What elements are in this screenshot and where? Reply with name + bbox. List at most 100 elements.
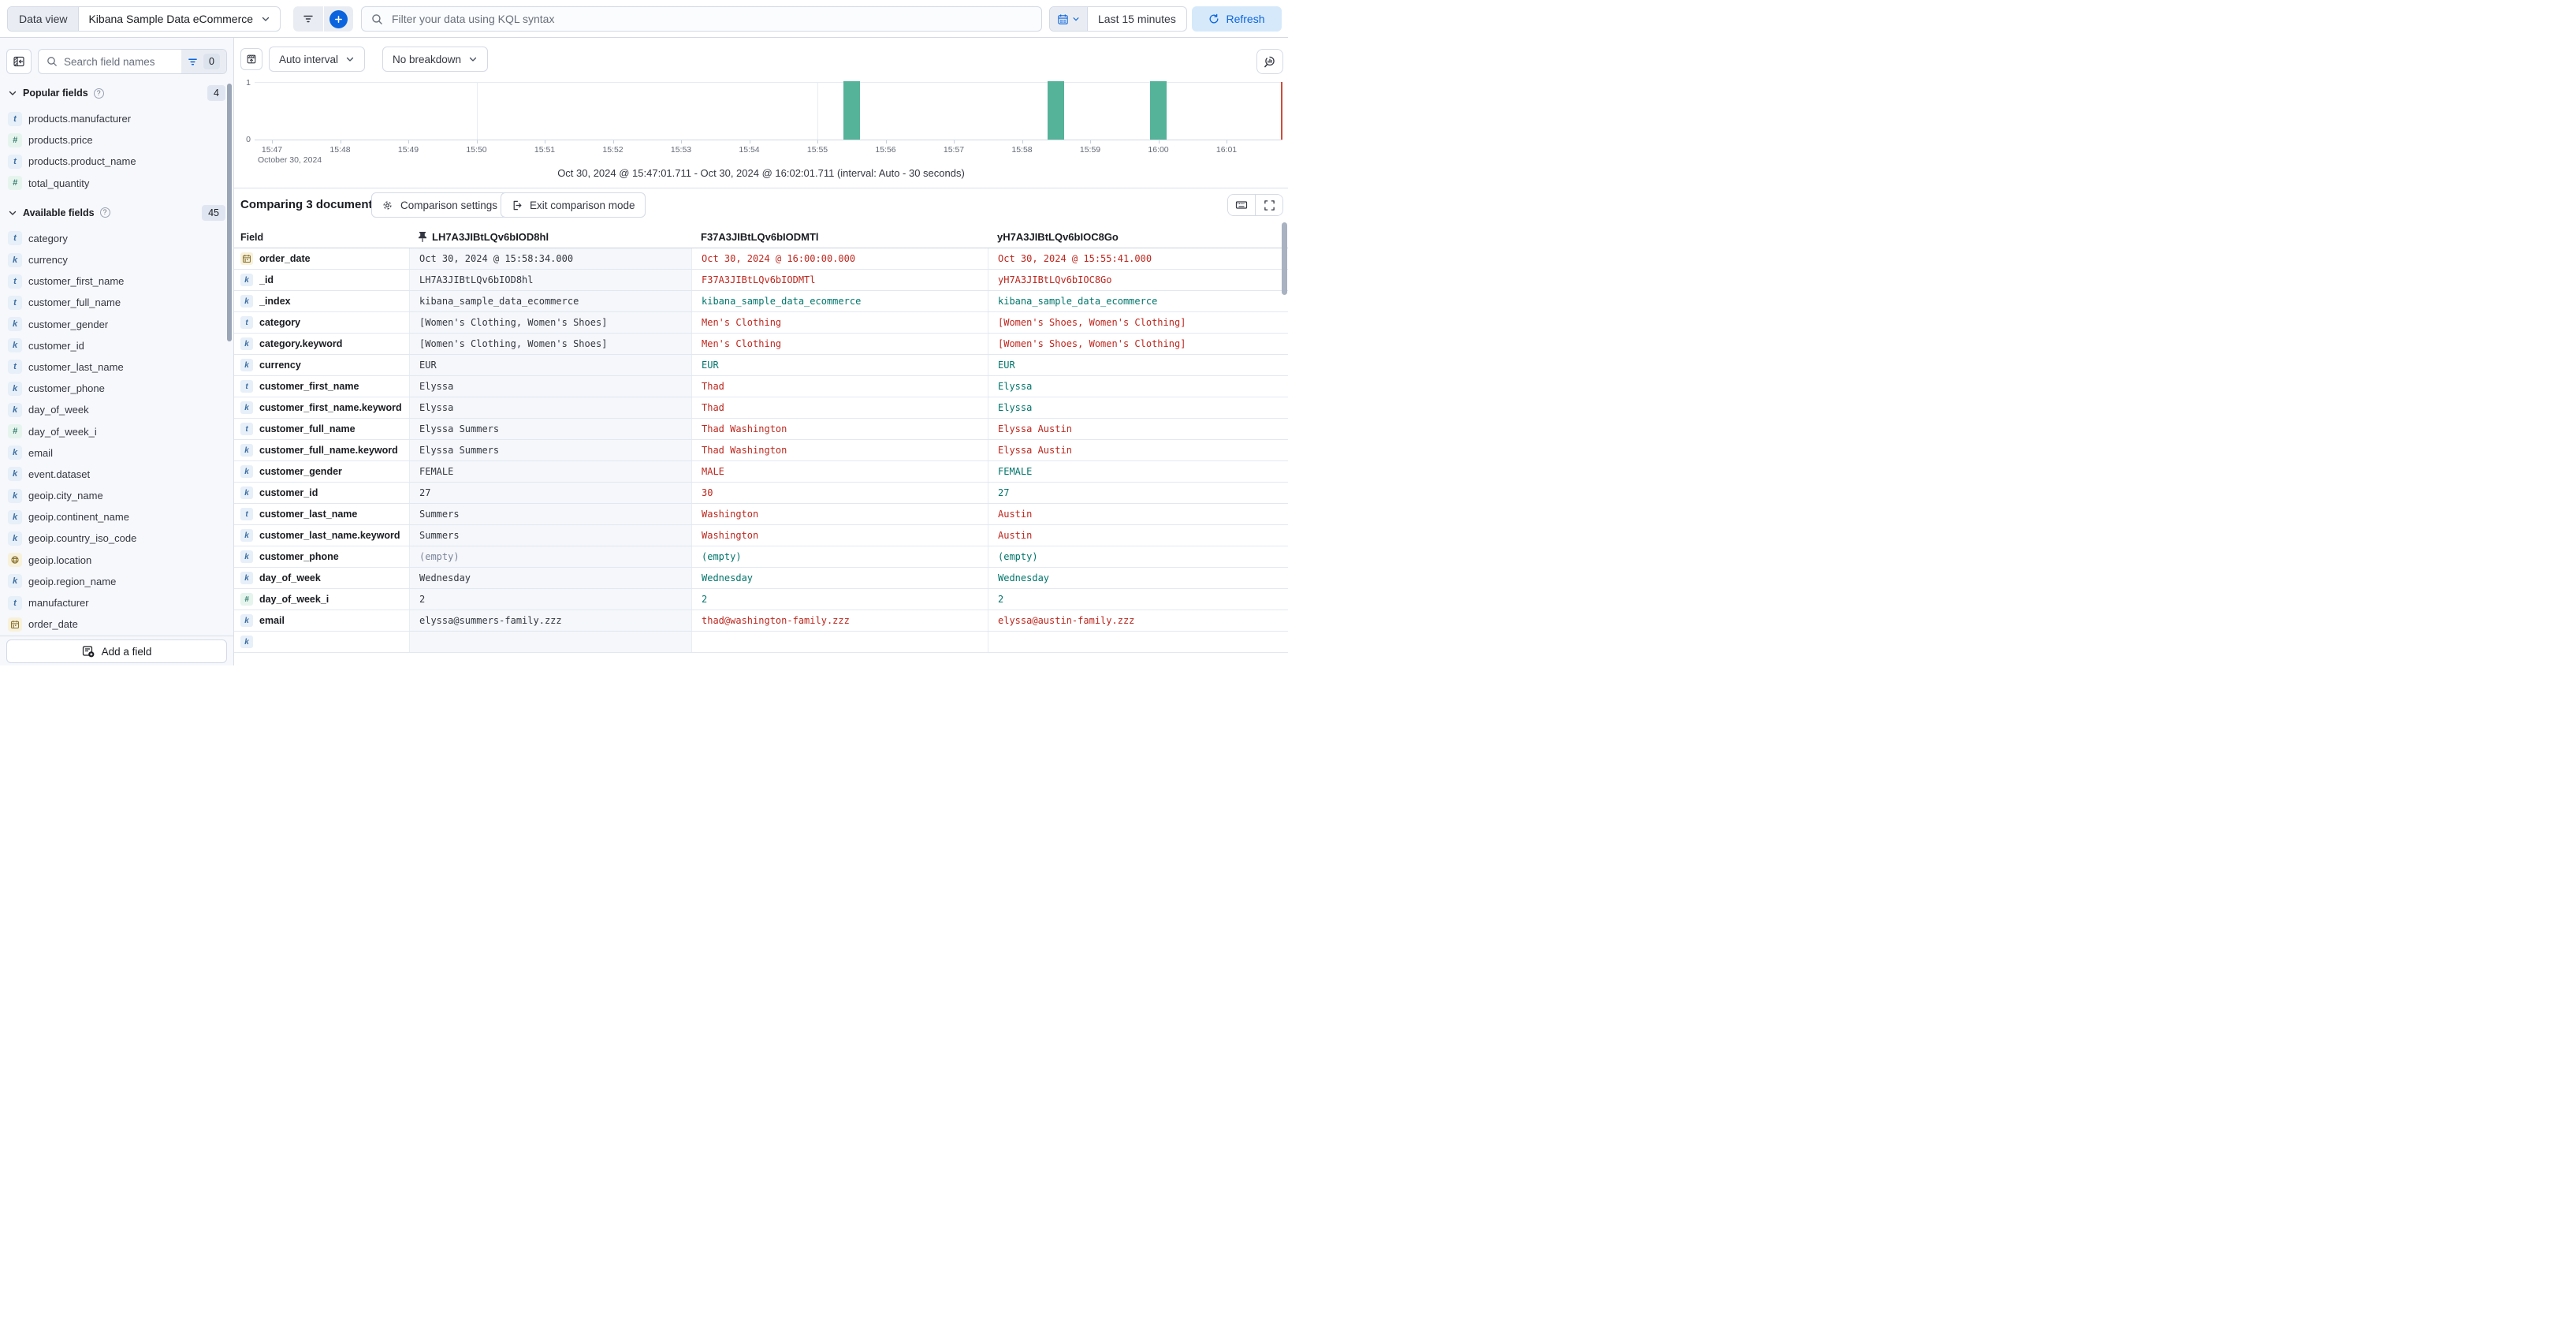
sidebar-field-item[interactable]: k currency bbox=[0, 249, 233, 270]
sidebar-field-item[interactable]: k email bbox=[0, 442, 233, 464]
chevron-down-icon bbox=[346, 57, 354, 62]
comparison-settings-button[interactable]: Comparison settings bbox=[371, 192, 508, 218]
keyword-field-icon: k bbox=[8, 252, 22, 267]
field-name: geoip.continent_name bbox=[28, 511, 129, 524]
doc-value-cell: Washington bbox=[691, 525, 988, 546]
sidebar-field-item[interactable]: t category bbox=[0, 228, 233, 249]
x-axis-tick-label: 15:49 bbox=[397, 145, 419, 155]
keyword-field-icon: k bbox=[240, 274, 253, 286]
table-row: k customer_gender FEMALE MALE FEMALE bbox=[234, 461, 1288, 483]
table-scrollbar[interactable] bbox=[1282, 222, 1287, 295]
add-filter-menu-button[interactable] bbox=[293, 6, 323, 32]
exit-comparison-button[interactable]: Exit comparison mode bbox=[501, 192, 646, 218]
data-view-picker[interactable]: Data view Kibana Sample Data eCommerce bbox=[7, 6, 281, 32]
sidebar-field-item[interactable]: t products.product_name bbox=[0, 151, 233, 172]
gear-icon bbox=[383, 200, 392, 210]
refresh-button[interactable]: Refresh bbox=[1192, 6, 1282, 32]
filter-icon bbox=[303, 15, 313, 23]
interval-label: Auto interval bbox=[279, 53, 339, 65]
histogram-plot[interactable]: 1 0 15:47 15:48 15:49 15:50 15:51 15:52 15:53 1… bbox=[246, 78, 1282, 165]
add-filter-button[interactable] bbox=[324, 6, 354, 32]
doc-value-cell: Oct 30, 2024 @ 16:00:00.000 bbox=[691, 248, 988, 269]
sidebar-scrollbar[interactable] bbox=[227, 84, 232, 341]
x-axis-tick-label: 15:54 bbox=[739, 145, 760, 155]
sidebar-field-item[interactable]: # total_quantity bbox=[0, 173, 233, 194]
x-axis-tick bbox=[272, 140, 273, 144]
sidebar-field-item[interactable]: k customer_id bbox=[0, 335, 233, 356]
sidebar-field-item[interactable]: k geoip.country_iso_code bbox=[0, 528, 233, 549]
keyword-field-icon: k bbox=[8, 488, 22, 503]
sidebar-field-item[interactable]: t customer_last_name bbox=[0, 356, 233, 378]
add-field-icon bbox=[82, 646, 94, 658]
available-fields-header[interactable]: Available fields ? 45 bbox=[0, 204, 233, 221]
exit-icon bbox=[513, 200, 522, 210]
fullscreen-button[interactable] bbox=[1256, 195, 1282, 215]
kql-query-bar bbox=[361, 6, 1042, 32]
field-cell: t customer_full_name bbox=[234, 419, 409, 439]
keyword-field-icon: k bbox=[8, 381, 22, 396]
histogram-bar[interactable] bbox=[1048, 81, 1065, 140]
y-axis-tick-1: 1 bbox=[246, 78, 251, 88]
doc-value-cell: Thad bbox=[691, 397, 988, 418]
sidebar-field-item[interactable]: t customer_first_name bbox=[0, 270, 233, 292]
table-row: k currency EUR EUR EUR bbox=[234, 355, 1288, 376]
text-field-icon: t bbox=[8, 295, 22, 310]
sidebar-field-item[interactable]: k day_of_week bbox=[0, 399, 233, 420]
sidebar-field-item[interactable]: t products.manufacturer bbox=[0, 108, 233, 129]
pinned-doc-value-cell: Summers bbox=[409, 525, 691, 546]
keyword-field-icon: k bbox=[8, 402, 22, 417]
field-filter-button[interactable]: 0 bbox=[181, 50, 226, 73]
doc-value-cell: (empty) bbox=[988, 546, 1288, 567]
help-icon: ? bbox=[93, 88, 104, 99]
calendar-icon bbox=[1058, 13, 1068, 24]
x-axis-tick bbox=[1022, 140, 1023, 144]
sidebar-field-item[interactable]: k event.dataset bbox=[0, 464, 233, 485]
time-range-value[interactable]: Last 15 minutes bbox=[1098, 13, 1176, 25]
breakdown-select[interactable]: No breakdown bbox=[382, 47, 489, 72]
pinned-doc-value-cell: Oct 30, 2024 @ 15:58:34.000 bbox=[409, 248, 691, 269]
pinned-doc-value-cell: EUR bbox=[409, 355, 691, 375]
text-field-icon: t bbox=[240, 423, 253, 435]
add-field-button[interactable]: Add a field bbox=[6, 639, 227, 663]
sidebar-field-item[interactable]: k geoip.region_name bbox=[0, 571, 233, 592]
keyboard-shortcuts-button[interactable] bbox=[1228, 195, 1255, 215]
sidebar-field-item[interactable]: k geoip.city_name bbox=[0, 485, 233, 506]
sidebar-field-item[interactable]: k customer_phone bbox=[0, 378, 233, 399]
popular-fields-header[interactable]: Popular fields ? 4 bbox=[0, 85, 233, 101]
field-name: manufacturer bbox=[28, 597, 89, 610]
interval-select[interactable]: Auto interval bbox=[269, 47, 366, 72]
sidebar-field-item[interactable]: geoip.location bbox=[0, 550, 233, 571]
doc-value-cell: kibana_sample_data_ecommerce bbox=[988, 291, 1288, 311]
sidebar-field-item[interactable]: order_date bbox=[0, 613, 233, 635]
sidebar-field-item[interactable]: # day_of_week_i bbox=[0, 420, 233, 442]
number-field-icon: # bbox=[8, 132, 22, 147]
sidebar-field-item[interactable]: k geoip.continent_name bbox=[0, 506, 233, 528]
field-name: geoip.location bbox=[28, 554, 92, 566]
pinned-doc-value-cell bbox=[409, 632, 691, 652]
collapse-sidebar-button[interactable] bbox=[6, 49, 32, 74]
field-name: day_of_week_i bbox=[28, 425, 97, 438]
sidebar-field-item[interactable]: t manufacturer bbox=[0, 592, 233, 613]
sidebar-field-item[interactable]: k customer_gender bbox=[0, 314, 233, 335]
doc-value-cell: kibana_sample_data_ecommerce bbox=[691, 291, 988, 311]
field-name: customer_last_name bbox=[259, 509, 358, 520]
x-axis-tick-label: 15:48 bbox=[329, 145, 351, 155]
refresh-label: Refresh bbox=[1226, 13, 1265, 25]
explore-in-lens-button[interactable] bbox=[1256, 49, 1283, 74]
field-name: geoip.region_name bbox=[28, 575, 117, 587]
time-picker-calendar-button[interactable] bbox=[1050, 7, 1088, 31]
divider bbox=[322, 6, 324, 32]
field-search-input[interactable] bbox=[58, 55, 182, 68]
hide-chart-button[interactable] bbox=[240, 48, 262, 70]
histogram-bar[interactable] bbox=[843, 81, 860, 140]
table-row: k email elyssa@summers-family.zzz thad@wash… bbox=[234, 610, 1288, 632]
kql-query-input[interactable] bbox=[390, 12, 1032, 26]
histogram-time-range-note: Oct 30, 2024 @ 15:47:01.711 - Oct 30, 20… bbox=[557, 167, 965, 179]
pinned-doc-value-cell: kibana_sample_data_ecommerce bbox=[409, 291, 691, 311]
histogram-bar[interactable] bbox=[1150, 81, 1167, 140]
comparison-table-header: Field LH7A3JIBtLQv6bIOD8hl F37A3JIBtLQv6… bbox=[234, 226, 1288, 248]
doc-value-cell: elyssa@austin-family.zzz bbox=[988, 610, 1288, 631]
sidebar-field-item[interactable]: t customer_full_name bbox=[0, 292, 233, 313]
sidebar-field-item[interactable]: # products.price bbox=[0, 129, 233, 151]
x-axis-tick-label: 15:58 bbox=[1011, 145, 1033, 155]
